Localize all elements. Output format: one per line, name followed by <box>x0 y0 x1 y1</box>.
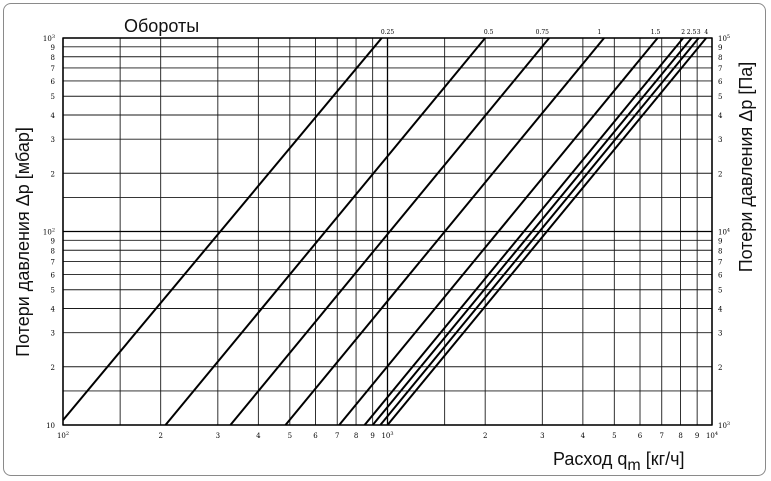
y-tick-label-left: 102 <box>43 228 55 237</box>
x-tick-label: 6 <box>313 432 318 440</box>
y-tick-label-right: 105 <box>718 34 730 43</box>
y-tick-label-right: 8 <box>718 247 722 255</box>
x-tick-label: 102 <box>57 431 69 440</box>
rpm-label: 3 <box>697 29 701 36</box>
y-tick-label-left: 9 <box>51 44 55 52</box>
rpm-label: 0.75 <box>536 29 550 36</box>
y-tick-label-right: 2 <box>718 364 722 372</box>
x-tick-label: 9 <box>695 432 699 440</box>
rpm-labels: 0.25 0.5 0.75 1 1.5 2 2.5 3 4 <box>381 29 709 36</box>
y-tick-label-left: 8 <box>51 247 55 255</box>
curve-rpm-0_25 <box>62 37 383 421</box>
x-tick-label: 3 <box>540 432 544 440</box>
y-tick-label-right: 4 <box>718 112 723 120</box>
tick-labels: 102 2 3 4 5 6 7 8 9 103 2 3 4 5 6 7 8 9 104102345678910223… <box>43 34 730 440</box>
y-tick-label-left: 3 <box>51 136 55 144</box>
chart-frame <box>3 3 766 476</box>
curve-rpm-2 <box>363 37 684 426</box>
x-tick-label: 5 <box>288 432 292 440</box>
rpm-label: 1.5 <box>651 29 661 36</box>
y-tick-label-right: 6 <box>718 78 723 86</box>
y-tick-label-right: 6 <box>718 271 723 279</box>
y-tick-label-left: 4 <box>51 112 56 120</box>
x-tick-label: 5 <box>612 432 616 440</box>
y-tick-label-left: 7 <box>51 65 55 73</box>
curve-rpm-0_5 <box>164 37 486 426</box>
x-tick-label: 7 <box>659 432 663 440</box>
y-tick-label-right: 8 <box>718 54 722 62</box>
y-tick-label-right: 9 <box>718 237 722 245</box>
x-axis-label-unit: [кг/ч] <box>641 449 685 469</box>
x-axis-label-main: Расход q <box>553 449 627 469</box>
chart-title: Обороты <box>124 16 199 36</box>
curve-rpm-1_5 <box>338 37 659 426</box>
y-tick-label-left: 6 <box>51 271 56 279</box>
rpm-label: 0.5 <box>484 29 494 36</box>
y-tick-label-left: 5 <box>51 93 55 101</box>
y-tick-label-left: 103 <box>43 34 55 43</box>
x-axis-label-sub: m <box>627 457 640 474</box>
rpm-label: 4 <box>704 29 708 36</box>
x-tick-label: 4 <box>581 432 586 440</box>
x-tick-label: 4 <box>256 432 261 440</box>
y-tick-label-left: 2 <box>51 170 55 178</box>
rpm-label: 1 <box>598 29 602 36</box>
y-tick-label-left: 7 <box>51 258 55 266</box>
y-tick-label-right: 5 <box>718 93 722 101</box>
y-tick-label-right: 9 <box>718 44 722 52</box>
y-axis-label-left: Потери давления Δp [мбар] <box>13 127 33 357</box>
x-tick-label: 3 <box>216 432 220 440</box>
y-tick-label-right: 7 <box>718 65 722 73</box>
x-tick-label: 8 <box>354 432 358 440</box>
x-tick-label: 2 <box>158 432 162 440</box>
y-tick-label-left: 9 <box>51 237 55 245</box>
curves <box>62 37 707 426</box>
x-tick-label: 9 <box>370 432 374 440</box>
y-tick-label-left: 10 <box>46 422 55 430</box>
curve-rpm-0_75 <box>229 37 550 426</box>
x-axis-label: Расход qm [кг/ч] <box>553 449 685 474</box>
y-tick-label-right: 2 <box>718 170 722 178</box>
y-tick-label-left: 2 <box>51 364 55 372</box>
curve-rpm-3 <box>379 37 700 426</box>
x-tick-label: 104 <box>706 431 718 440</box>
y-tick-label-right: 4 <box>718 306 723 314</box>
y-tick-label-right: 7 <box>718 258 722 266</box>
y-tick-label-left: 8 <box>51 54 55 62</box>
y-tick-label-left: 5 <box>51 287 55 295</box>
y-tick-label-right: 3 <box>718 136 722 144</box>
y-tick-label-right: 5 <box>718 287 722 295</box>
curve-rpm-1 <box>284 37 605 426</box>
x-tick-label: 7 <box>335 432 339 440</box>
y-axis-label-right: Потери давления Δp [Па] <box>736 62 756 273</box>
rpm-label: 2 <box>681 29 685 36</box>
y-tick-label-right: 104 <box>718 228 730 237</box>
rpm-label: 0.25 <box>381 29 395 36</box>
y-tick-label-left: 4 <box>51 306 56 314</box>
y-tick-label-left: 3 <box>51 330 55 338</box>
y-tick-label-right: 103 <box>718 421 730 430</box>
x-tick-label: 6 <box>638 432 643 440</box>
rpm-label: 2.5 <box>687 29 697 36</box>
y-tick-label-left: 6 <box>51 78 56 86</box>
y-tick-label-right: 3 <box>718 330 722 338</box>
x-tick-label: 103 <box>381 431 393 440</box>
curve-rpm-2_5 <box>371 37 693 426</box>
x-tick-label: 2 <box>483 432 487 440</box>
x-tick-label: 8 <box>678 432 682 440</box>
curve-rpm-4 <box>386 37 707 426</box>
